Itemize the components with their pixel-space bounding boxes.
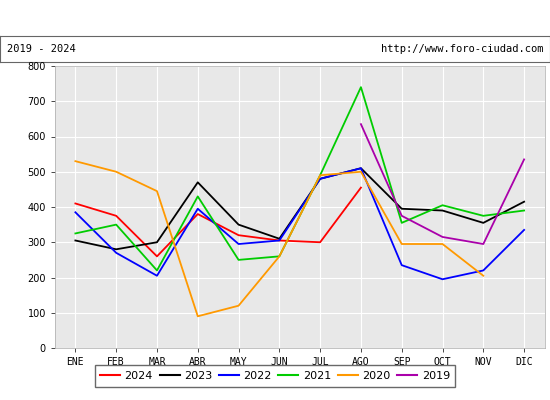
Legend: 2024, 2023, 2022, 2021, 2020, 2019: 2024, 2023, 2022, 2021, 2020, 2019 bbox=[95, 366, 455, 386]
Text: Evolucion Nº Turistas Nacionales en el municipio de Zurgena: Evolucion Nº Turistas Nacionales en el m… bbox=[39, 12, 511, 24]
Text: http://www.foro-ciudad.com: http://www.foro-ciudad.com bbox=[381, 44, 543, 54]
Text: 2019 - 2024: 2019 - 2024 bbox=[7, 44, 75, 54]
